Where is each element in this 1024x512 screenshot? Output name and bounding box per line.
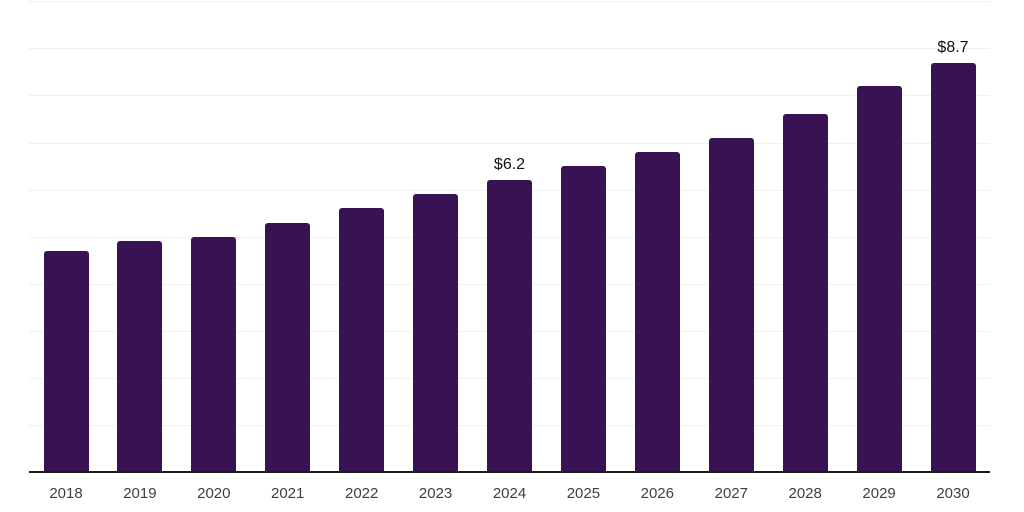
- bar-2025: [560, 166, 606, 472]
- gridline: [29, 1, 990, 2]
- bar-2019: [117, 241, 163, 472]
- x-tick-label-2023: 2023: [418, 485, 453, 502]
- bar-2022: [339, 208, 385, 472]
- x-tick-label-2019: 2019: [123, 485, 157, 502]
- x-tick-label-2029: 2029: [862, 485, 896, 502]
- bar-2021: [265, 222, 311, 472]
- value-label-2024: $6.2: [493, 156, 526, 174]
- x-tick-label-2021: 2021: [271, 485, 305, 502]
- x-tick-label-2020: 2020: [197, 485, 231, 502]
- bar-2030: [930, 62, 976, 472]
- x-tick-label-2018: 2018: [49, 485, 83, 502]
- bar-2029: [856, 86, 902, 472]
- x-tick-label-2022: 2022: [345, 485, 379, 502]
- bar-2018: [43, 250, 89, 472]
- bar-2026: [634, 151, 680, 472]
- gridline: [29, 48, 990, 49]
- value-label-2030: $8.7: [937, 38, 969, 56]
- x-tick-label-2026: 2026: [640, 485, 674, 502]
- x-axis-line: [29, 471, 990, 473]
- x-tick-label-2024: 2024: [492, 485, 527, 502]
- x-tick-label-2025: 2025: [566, 485, 601, 502]
- gridline: [29, 143, 990, 144]
- gridline: [29, 95, 990, 96]
- bar-2023: [413, 194, 459, 472]
- x-tick-label-2030: 2030: [936, 485, 970, 502]
- bar-2024: [487, 180, 532, 472]
- x-tick-label-2028: 2028: [788, 485, 822, 502]
- bar-2028: [782, 114, 828, 472]
- bar-2027: [708, 137, 754, 472]
- x-tick-label-2027: 2027: [714, 485, 748, 502]
- bar-2020: [191, 236, 237, 472]
